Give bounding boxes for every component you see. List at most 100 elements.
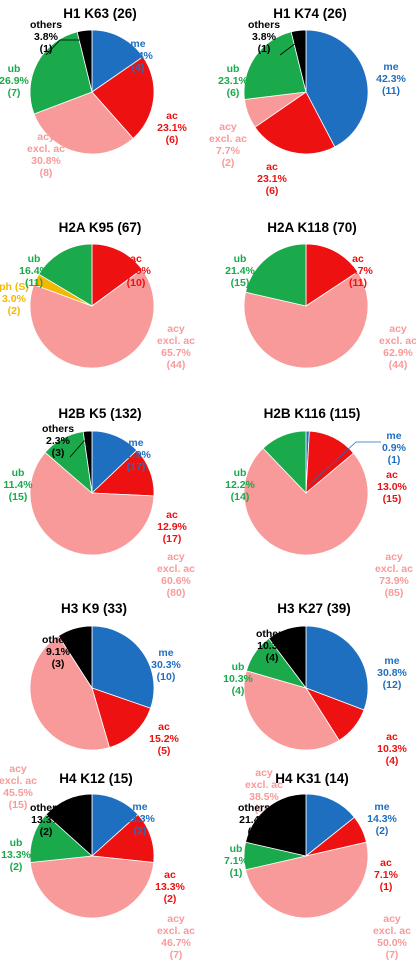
slice-label-ub: ub 10.3% (4) (223, 661, 253, 697)
pie-chart-4: H2A K118 (70) ac 15.7% (11) acy excl. ac 62.9%… (225, 220, 416, 371)
leader-line (45, 39, 86, 56)
slice-label-ac: ac 23.1% (6) (257, 161, 287, 197)
slice-label-others: others 3.8% (1) (30, 19, 62, 55)
pie-slice-acy-excl-ac (29, 855, 155, 919)
slice-label-me: me 15.4% (4) (123, 38, 153, 74)
slice-label-ac: ac 15.2% (5) (149, 721, 179, 757)
pie-slice-others (82, 430, 93, 494)
pie-slice-me (91, 625, 155, 709)
chart-title: H4 K31 (14) (275, 771, 349, 786)
slice-label-ph-s: ph (S) 3.0% (2) (0, 281, 29, 317)
slice-label-acy-excl-ac: acy excl. ac 60.6% (80) (157, 551, 195, 599)
chart-title: H3 K27 (39) (277, 601, 351, 616)
slice-label-acy-excl-ac: acy excl. ac 45.5% (15) (0, 763, 37, 811)
pie-chart-5: H2B K5 (132) me 12.9% (17) ac 12.9% (17) acy exc… (3, 406, 195, 599)
slice-label-others: others 3.8% (1) (248, 19, 280, 55)
slice-label-acy-excl-ac: acy excl. ac 46.7% (7) (157, 913, 195, 961)
pie-slice-others (45, 793, 93, 857)
slice-label-others: others 9.1% (3) (42, 634, 74, 670)
pie-chart-1: H1 K63 (26) me 15.4% (4) ac 23.1% (6) acy excl. … (0, 6, 188, 179)
pie-slice-acy-excl-ac (29, 635, 110, 751)
pie-slice-others (76, 29, 93, 93)
leader-line (279, 39, 301, 56)
pie-slice-ub (245, 243, 307, 307)
pie-slice-others (245, 793, 307, 857)
pie-slice-acy-excl-ac (29, 268, 155, 369)
pie-slice-ub (29, 31, 93, 115)
slice-label-me: me 12.9% (17) (121, 437, 151, 473)
slice-label-ac: ac 14.9% (10) (121, 253, 151, 289)
slice-label-acy-excl-ac: acy excl. ac 73.9% (85) (375, 551, 413, 599)
chart-title: H2B K116 (115) (264, 406, 361, 421)
slice-label-me: me 13.3% (2) (125, 801, 155, 837)
pie-chart-6: H2B K116 (115) me 0.9% (1) ac 13.0% (15) acy exc… (225, 406, 413, 599)
slice-label-ac: ac 10.3% (4) (377, 731, 407, 767)
pie-slice-acy-excl-ac (29, 451, 155, 556)
chart-title: H1 K74 (26) (273, 6, 347, 21)
pie-slice-ac (91, 56, 155, 139)
slice-label-acy-excl-ac: acy excl. ac 62.9% (44) (379, 323, 416, 371)
pie-slice-ac (305, 243, 359, 307)
slice-label-ub: ub 16.4% (11) (19, 253, 49, 289)
slice-label-me: me 30.8% (12) (377, 655, 407, 691)
slice-label-me: me 14.3% (2) (367, 801, 397, 837)
pie-chart-3: H2A K95 (67) ac 14.9% (10) acy excl. ac 65.7%(… (0, 220, 195, 371)
pie-slice-me (305, 29, 369, 148)
pie-slice-me (305, 793, 356, 857)
slice-label-me: me 0.9% (1) (382, 430, 407, 466)
slice-label-acy-excl-ac: acy excl. ac 38.5% (15) (245, 767, 283, 815)
slice-label-ub: ub 26.9% (7) (0, 63, 30, 99)
slice-label-acy-excl-ac: acy excl. ac 50.0% (7) (373, 913, 411, 961)
pie-chart-9: H4 K12 (15) me 13.3% (2) ac 13.3% (2) acy excl. … (1, 771, 195, 961)
pie-slice-acy-excl-ac (33, 91, 134, 155)
pie-slice-acy-excl-ac (243, 447, 369, 556)
slice-label-ub: ub 12.2% (14) (225, 467, 255, 503)
slice-label-ac: ac 23.1% (6) (157, 110, 187, 146)
slice-label-ub: ub 7.1% (1) (224, 843, 249, 879)
slice-label-acy-excl-ac: acy excl. ac 7.7% (2) (209, 121, 247, 169)
chart-title: H4 K12 (15) (59, 771, 133, 786)
slice-label-acy-excl-ac: acy excl. ac 65.7% (44) (157, 323, 195, 371)
slice-label-ac: ac 7.1% (1) (374, 857, 399, 893)
slice-label-ac: ac 13.0% (15) (377, 469, 407, 505)
slice-label-me: me 30.3% (10) (151, 647, 181, 683)
slice-label-ub: ub 13.3% (2) (1, 837, 31, 873)
pie-slice-acy-excl-ac (243, 670, 340, 751)
slice-label-others: others 21.4% (3) (238, 802, 270, 838)
slice-label-me: me 42.3% (11) (376, 61, 406, 97)
pie-slice-ub (38, 243, 93, 307)
pie-chart-2: H1 K74 (26) me 42.3% (11) ac 23.1% (6) acy excl.… (209, 6, 407, 197)
chart-title: H2A K118 (70) (267, 220, 357, 235)
pie-chart-8: H3 K27 (39) me 30.8% (12) ac 10.3% (4) acy excl.… (223, 601, 407, 815)
pie-slice-others (57, 625, 93, 690)
slice-label-ac: ac 15.7% (11) (343, 253, 373, 289)
pie-chart-7: H3 K9 (33) me 30.3% (10) ac 15.2% (5) acy excl. … (0, 601, 182, 811)
pie-slice-me (91, 29, 144, 93)
slice-label-others: others 13.3% (2) (30, 802, 62, 838)
chart-title: H1 K63 (26) (63, 6, 137, 21)
pie-slice-others (268, 625, 307, 690)
slice-label-ub: ub 23.1% (6) (218, 63, 248, 99)
pie-slice-ac (91, 243, 143, 307)
slice-label-others: others 2.3% (3) (42, 423, 74, 459)
pie-slice-ac (91, 687, 152, 748)
slice-label-ac: ac 12.9% (17) (157, 509, 187, 545)
slice-label-ac: ac 13.3% (2) (155, 869, 185, 905)
chart-title: H2A K95 (67) (59, 220, 142, 235)
pie-slice-ac (254, 91, 336, 155)
pie-slice-acy-excl-ac (245, 841, 369, 919)
slice-label-acy-excl-ac: acy excl. ac 30.8% (8) (27, 131, 65, 179)
chart-title: H3 K9 (33) (61, 601, 127, 616)
slice-label-others: others 10.3% (4) (256, 628, 288, 664)
pie-slice-me (305, 625, 369, 711)
chart-title: H2B K5 (132) (58, 406, 141, 421)
pie-slice-others (290, 29, 307, 93)
pie-slice-ub (262, 430, 307, 494)
pie-slice-acy-excl-ac (243, 271, 369, 369)
pie-chart-10: H4 K31 (14) me 14.3% (2) ac 7.1% (1) acy excl. a… (224, 771, 411, 961)
slice-label-ub: ub 11.4% (15) (3, 467, 33, 503)
leader-line (69, 440, 88, 458)
slice-label-ub: ub 21.4% (15) (225, 253, 255, 289)
